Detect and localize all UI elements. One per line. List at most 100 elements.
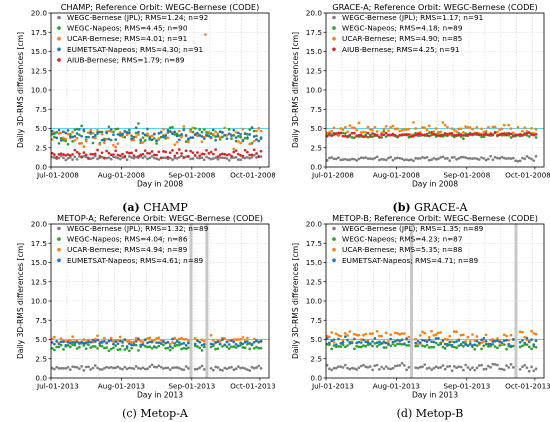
data-point	[243, 367, 247, 370]
data-point	[62, 366, 65, 370]
data-point	[137, 130, 140, 134]
data-point	[393, 339, 397, 343]
legend-entry: EUMETSAT-Napeos; RMS=4.61; n=89	[67, 256, 204, 265]
data-point	[232, 128, 236, 132]
data-point	[427, 124, 431, 128]
data-point	[80, 124, 84, 128]
data-point	[487, 345, 490, 348]
data-point	[350, 131, 354, 135]
data-point	[389, 337, 393, 341]
data-point	[96, 347, 99, 350]
data-point	[477, 364, 481, 367]
data-point	[521, 365, 524, 369]
data-point	[162, 135, 165, 139]
data-point	[534, 332, 538, 336]
data-point	[130, 346, 133, 350]
data-point	[177, 129, 181, 133]
data-point	[396, 135, 399, 138]
data-point	[252, 139, 256, 143]
data-point	[459, 127, 463, 131]
data-point	[487, 364, 490, 368]
data-point	[205, 133, 208, 137]
data-point	[227, 366, 231, 370]
data-point	[118, 339, 122, 343]
data-point	[364, 134, 368, 138]
data-point	[527, 135, 531, 138]
data-point	[73, 365, 77, 369]
data-point	[498, 133, 502, 136]
data-point	[84, 155, 88, 159]
x-tick-label: Oct-01-2008	[505, 171, 550, 180]
y-tick-label: 0.0	[310, 163, 322, 172]
data-point	[375, 363, 379, 367]
data-point	[414, 344, 418, 348]
data-point	[357, 345, 361, 349]
chart-title: METOP-B; Reference Orbit: WEGC-Bernese (…	[332, 213, 538, 223]
data-point	[250, 153, 254, 157]
data-point	[457, 344, 461, 348]
data-point	[87, 340, 90, 344]
data-point	[84, 347, 88, 351]
data-point	[182, 338, 186, 341]
data-point	[105, 156, 108, 160]
data-point	[502, 156, 506, 160]
data-point	[173, 156, 177, 160]
data-point	[218, 137, 222, 141]
data-point	[152, 132, 156, 136]
data-point	[423, 126, 427, 130]
data-point	[68, 339, 72, 342]
data-point	[496, 156, 499, 160]
data-point	[189, 157, 193, 161]
data-point	[87, 343, 90, 347]
data-point	[337, 131, 340, 135]
data-point	[332, 126, 336, 130]
data-point	[187, 137, 190, 141]
data-point	[396, 342, 399, 346]
data-point	[432, 156, 436, 160]
data-point	[143, 149, 147, 152]
data-point	[328, 335, 331, 339]
data-point	[130, 151, 133, 155]
data-point	[166, 128, 170, 132]
data-point	[489, 344, 492, 348]
data-point	[502, 339, 506, 342]
data-point	[143, 139, 147, 142]
data-point	[375, 155, 379, 159]
data-point	[375, 345, 379, 348]
data-point	[107, 349, 111, 353]
data-point	[141, 366, 145, 370]
data-point	[146, 337, 149, 340]
data-point	[468, 133, 472, 136]
data-point	[473, 339, 477, 342]
data-point	[68, 345, 72, 349]
data-point	[450, 127, 454, 131]
data-point-outlier	[204, 33, 207, 36]
data-point	[114, 344, 118, 347]
data-point	[346, 158, 349, 162]
data-point	[246, 368, 249, 372]
data-point	[100, 344, 104, 348]
data-point	[432, 130, 436, 133]
data-point	[125, 367, 129, 371]
data-point	[402, 133, 406, 137]
data-point	[407, 133, 411, 136]
data-point	[250, 126, 254, 130]
data-point	[175, 343, 179, 347]
data-point	[125, 131, 129, 134]
data-point	[241, 154, 245, 158]
data-point	[343, 335, 347, 338]
data-point	[511, 134, 515, 138]
data-point	[157, 364, 161, 368]
data-point	[221, 152, 224, 156]
legend: WEGC-Bernese (JPL); RMS=1.35; n=89 WEGC-N…	[332, 224, 484, 265]
data-point	[364, 344, 368, 348]
data-point	[255, 339, 258, 342]
data-point	[414, 133, 418, 137]
data-point	[421, 155, 424, 159]
data-point	[182, 346, 186, 350]
data-point	[491, 158, 495, 162]
data-point	[191, 151, 195, 155]
data-point	[521, 330, 524, 334]
data-point	[443, 133, 447, 137]
data-point	[418, 157, 422, 160]
